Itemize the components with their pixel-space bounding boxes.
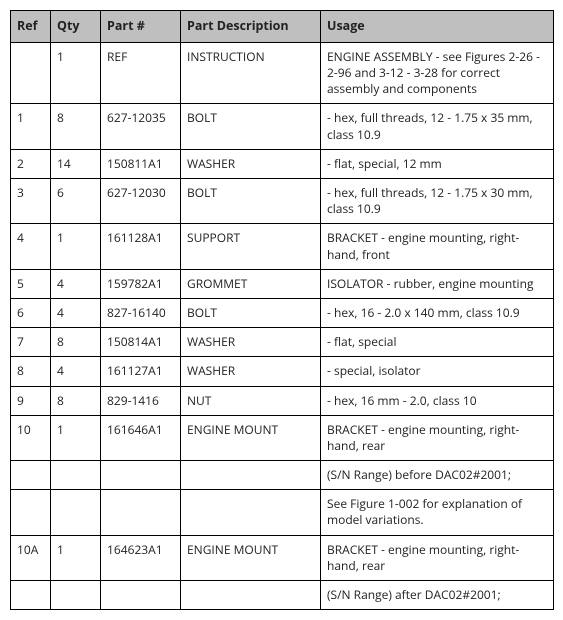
cell-ref [11,581,51,610]
cell-ref: 6 [11,298,51,327]
cell-ref [11,490,51,535]
cell-ref: 8 [11,357,51,386]
cell-part: 627-12035 [101,104,181,149]
cell-part: 159782A1 [101,269,181,298]
cell-usage: BRACKET - engine mounting, right-hand, f… [321,224,554,269]
cell-desc: BOLT [181,179,321,224]
table-row: 18627-12035BOLT- hex, full threads, 12 -… [11,104,554,149]
table-row: 101161646A1ENGINE MOUNTBRACKET - engine … [11,415,554,460]
header-row: Ref Qty Part # Part Description Usage [11,11,554,43]
cell-usage: ISOLATOR - rubber, engine mounting [321,269,554,298]
parts-table: Ref Qty Part # Part Description Usage 1R… [10,10,554,610]
cell-part: 829-1416 [101,386,181,415]
cell-ref: 3 [11,179,51,224]
table-row: 98829-1416NUT- hex, 16 mm - 2.0, class 1… [11,386,554,415]
cell-part: 161127A1 [101,357,181,386]
cell-usage: BRACKET - engine mounting, right-hand, r… [321,415,554,460]
table-row: 41161128A1SUPPORTBRACKET - engine mounti… [11,224,554,269]
cell-ref: 4 [11,224,51,269]
cell-desc: GROMMET [181,269,321,298]
cell-qty: 8 [51,386,101,415]
cell-part: 150814A1 [101,328,181,357]
cell-ref: 7 [11,328,51,357]
table-row: 214150811A1WASHER- flat, special, 12 mm [11,149,554,178]
table-row: 1REFINSTRUCTIONENGINE ASSEMBLY - see Fig… [11,42,554,104]
table-row: 10A1164623A1ENGINE MOUNTBRACKET - engine… [11,535,554,580]
cell-desc: NUT [181,386,321,415]
col-header-qty: Qty [51,11,101,43]
cell-part: 164623A1 [101,535,181,580]
cell-ref: 10A [11,535,51,580]
cell-qty [51,490,101,535]
parts-tbody: 1REFINSTRUCTIONENGINE ASSEMBLY - see Fig… [11,42,554,609]
cell-usage: - hex, 16 mm - 2.0, class 10 [321,386,554,415]
table-row: 64827-16140BOLT- hex, 16 - 2.0 x 140 mm,… [11,298,554,327]
cell-qty: 14 [51,149,101,178]
cell-qty: 6 [51,179,101,224]
cell-qty: 1 [51,415,101,460]
cell-usage: (S/N Range) after DAC02#2001; [321,581,554,610]
cell-desc: BOLT [181,104,321,149]
cell-usage: - hex, 16 - 2.0 x 140 mm, class 10.9 [321,298,554,327]
cell-desc: INSTRUCTION [181,42,321,104]
col-header-desc: Part Description [181,11,321,43]
table-row: 78150814A1WASHER- flat, special [11,328,554,357]
cell-part: REF [101,42,181,104]
table-row: 54159782A1GROMMETISOLATOR - rubber, engi… [11,269,554,298]
cell-ref: 2 [11,149,51,178]
cell-usage: BRACKET - engine mounting, right-hand, r… [321,535,554,580]
cell-desc: WASHER [181,357,321,386]
cell-qty: 1 [51,42,101,104]
cell-usage: ENGINE ASSEMBLY - see Figures 2-26 - 2-9… [321,42,554,104]
cell-desc: ENGINE MOUNT [181,415,321,460]
cell-part: 827-16140 [101,298,181,327]
cell-qty: 8 [51,104,101,149]
col-header-ref: Ref [11,11,51,43]
cell-desc: SUPPORT [181,224,321,269]
cell-ref: 1 [11,104,51,149]
cell-usage: - flat, special [321,328,554,357]
table-row: (S/N Range) after DAC02#2001; [11,581,554,610]
table-row: See Figure 1-002 for explanation of mode… [11,490,554,535]
col-header-part: Part # [101,11,181,43]
cell-part [101,461,181,490]
cell-usage: See Figure 1-002 for explanation of mode… [321,490,554,535]
cell-ref [11,42,51,104]
cell-part: 161646A1 [101,415,181,460]
cell-usage: - flat, special, 12 mm [321,149,554,178]
cell-desc: WASHER [181,149,321,178]
cell-part [101,581,181,610]
cell-desc: BOLT [181,298,321,327]
col-header-usage: Usage [321,11,554,43]
cell-part: 627-12030 [101,179,181,224]
cell-qty: 4 [51,357,101,386]
table-row: (S/N Range) before DAC02#2001; [11,461,554,490]
cell-usage: - hex, full threads, 12 - 1.75 x 30 mm, … [321,179,554,224]
cell-usage: (S/N Range) before DAC02#2001; [321,461,554,490]
cell-usage: - special, isolator [321,357,554,386]
cell-usage: - hex, full threads, 12 - 1.75 x 35 mm, … [321,104,554,149]
cell-desc: WASHER [181,328,321,357]
cell-ref [11,461,51,490]
cell-qty: 1 [51,535,101,580]
cell-desc [181,581,321,610]
cell-ref: 5 [11,269,51,298]
table-row: 36627-12030BOLT- hex, full threads, 12 -… [11,179,554,224]
cell-qty [51,461,101,490]
cell-qty [51,581,101,610]
cell-part: 150811A1 [101,149,181,178]
cell-qty: 4 [51,298,101,327]
cell-ref: 9 [11,386,51,415]
cell-part [101,490,181,535]
cell-desc [181,490,321,535]
cell-qty: 1 [51,224,101,269]
cell-part: 161128A1 [101,224,181,269]
cell-qty: 8 [51,328,101,357]
cell-qty: 4 [51,269,101,298]
cell-ref: 10 [11,415,51,460]
table-row: 84161127A1WASHER- special, isolator [11,357,554,386]
cell-desc [181,461,321,490]
cell-desc: ENGINE MOUNT [181,535,321,580]
